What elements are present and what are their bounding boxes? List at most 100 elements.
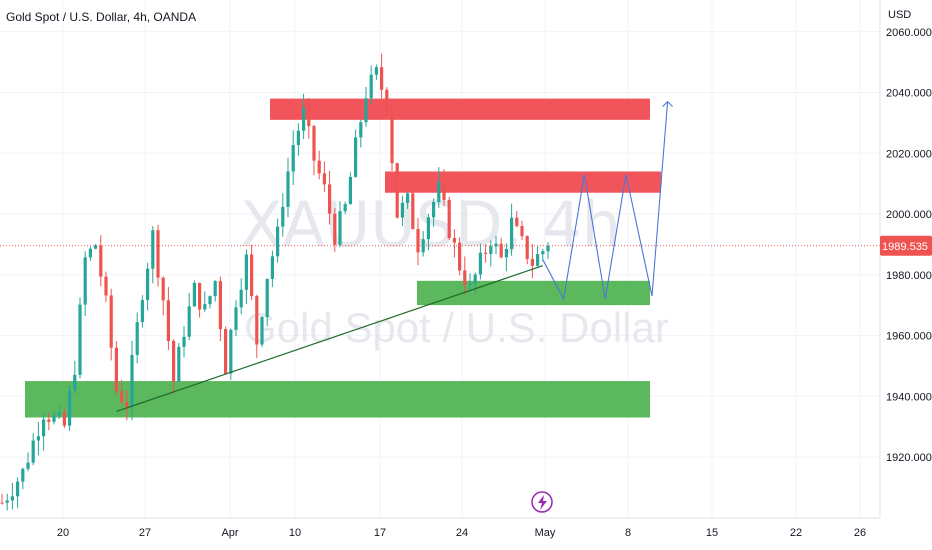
time-tick-label: 24 — [456, 527, 468, 539]
candle-body — [463, 270, 467, 286]
candle-body — [525, 236, 529, 259]
candle-body — [255, 295, 259, 345]
price-tick-label: 2020.000 — [886, 148, 932, 160]
candle-body — [47, 419, 51, 422]
candle-body — [224, 329, 228, 374]
candle-body — [99, 245, 103, 277]
candle-body — [62, 412, 66, 426]
candle-body — [187, 306, 191, 337]
candle-body — [484, 252, 488, 254]
candle-body — [494, 243, 498, 247]
candle-body — [468, 283, 472, 286]
candle-body — [406, 193, 410, 203]
candle-body — [504, 248, 508, 258]
candle-body — [21, 468, 25, 482]
candle-body — [192, 282, 196, 307]
candle-body — [260, 317, 264, 345]
price-tick-label: 1920.000 — [886, 452, 932, 464]
candle-body — [5, 500, 9, 503]
candle-body — [343, 204, 347, 212]
time-tick-label: 26 — [854, 527, 866, 539]
candle-body — [73, 374, 77, 391]
candle-body — [166, 300, 170, 341]
event-marker-icon[interactable] — [531, 491, 553, 513]
candle-body — [26, 462, 30, 469]
time-tick-label: 15 — [706, 527, 718, 539]
candle-body — [489, 246, 493, 254]
candle-body — [130, 354, 134, 408]
last-price-label: 1989.535 — [882, 241, 928, 253]
candle-body — [125, 401, 129, 408]
candle-body — [369, 74, 373, 99]
candle-body — [536, 254, 540, 266]
candle-body — [437, 181, 441, 203]
time-axis: 20 27 Apr 10 17 24 May 8 15 22 26 — [57, 527, 866, 539]
candle-body — [109, 295, 113, 348]
candle-body — [208, 296, 212, 305]
candle-body — [291, 145, 295, 172]
candle-body — [442, 181, 446, 200]
projection-arrowhead — [662, 100, 673, 108]
candle-body — [172, 340, 176, 382]
trendline — [116, 265, 543, 413]
candle-body — [234, 307, 238, 330]
time-tick-label: 8 — [625, 527, 631, 539]
supply-zone — [270, 98, 650, 120]
candle-body — [385, 89, 389, 111]
price-tick-label: 2040.000 — [886, 88, 932, 100]
candle-body — [411, 193, 415, 229]
candle-body — [452, 237, 456, 243]
time-tick-label: May — [535, 527, 556, 539]
chart-grid — [0, 0, 880, 518]
candle-body — [52, 415, 56, 422]
candle-body — [541, 251, 545, 255]
candle-body — [333, 213, 337, 245]
candle-body — [499, 243, 503, 258]
candle-body — [146, 268, 150, 301]
candle-body — [338, 211, 342, 245]
candle-body — [380, 67, 384, 90]
candle-body — [478, 252, 482, 275]
candle-body — [421, 239, 425, 253]
symbol-title[interactable]: Gold Spot / U.S. Dollar, 4h, OANDA — [6, 10, 197, 24]
candle-body — [151, 230, 155, 269]
candle-body — [364, 98, 368, 123]
candle-body — [0, 502, 4, 504]
candle-body — [416, 228, 420, 253]
candle-body — [229, 329, 233, 374]
candle-body — [161, 277, 165, 301]
candle-body — [400, 202, 404, 218]
supply-zone — [385, 171, 661, 193]
candle-body — [520, 226, 524, 237]
candle-body — [120, 391, 124, 402]
candle-body — [515, 217, 519, 227]
candle-body — [510, 217, 514, 249]
candle-body — [395, 163, 399, 218]
candle-body — [31, 440, 35, 463]
candle-body — [447, 199, 451, 238]
candle-body — [156, 230, 160, 278]
candle-body — [10, 496, 14, 501]
time-tick-label: 17 — [374, 527, 386, 539]
candle-body — [203, 304, 207, 310]
candle-body — [328, 184, 332, 214]
candle-body — [348, 176, 352, 205]
candle-body — [244, 254, 248, 290]
candle-body — [16, 481, 20, 497]
candle-body — [390, 110, 394, 164]
time-tick-label: 20 — [57, 527, 69, 539]
candle-body — [312, 126, 316, 161]
candle-body — [317, 160, 321, 174]
candle-body — [265, 278, 269, 318]
projection-path — [542, 101, 669, 301]
candle-body — [78, 304, 82, 375]
candle-body — [104, 276, 108, 296]
candle-body — [213, 281, 217, 297]
currency-label: USD — [888, 9, 912, 21]
candle-body — [88, 248, 92, 258]
candle-body — [94, 245, 98, 249]
candle-body — [68, 390, 72, 426]
price-tick-label: 1960.000 — [886, 331, 932, 343]
candle-body — [135, 322, 139, 355]
